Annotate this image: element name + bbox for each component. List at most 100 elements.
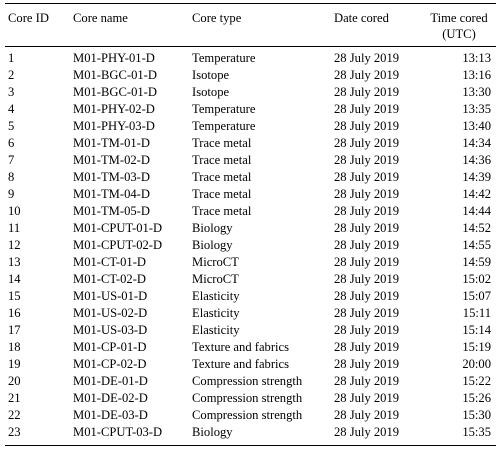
cell-core-name: M01-TM-01-D: [73, 136, 150, 150]
cell-core-id: 3: [8, 85, 15, 99]
cell-core-type: Compression strength: [192, 408, 303, 422]
cell-date-cored: 28 July 2019: [334, 204, 400, 218]
core-table: Core ID Core name Core type Date cored T…: [5, 0, 496, 446]
cell-core-id: 13: [8, 255, 21, 269]
table-row: 10 M01-TM-05-D Trace metal 28 July 2019 14:4…: [5, 203, 496, 220]
cell-date-cored: 28 July 2019: [334, 85, 400, 99]
cell-time-cored: 14:52: [462, 221, 491, 235]
cell-time-cored: 15:30: [462, 408, 491, 422]
table-row: 21 M01-DE-02-D Compression strength 28 July…: [5, 390, 496, 407]
cell-core-type: Texture and fabrics: [192, 357, 290, 371]
header-time-cored-line2: (UTC): [442, 27, 476, 41]
cell-time-cored: 14:39: [462, 170, 491, 184]
cell-core-id: 5: [8, 119, 15, 133]
cell-time-cored: 15:07: [462, 289, 491, 303]
cell-core-name: M01-DE-01-D: [73, 374, 148, 388]
cell-core-name: M01-PHY-01-D: [73, 51, 155, 65]
table-row: 15 M01-US-01-D Elasticity 28 July 2019 15:07: [5, 288, 496, 305]
cell-core-type: Texture and fabrics: [192, 340, 290, 354]
cell-time-cored: 15:19: [462, 340, 491, 354]
cell-core-name: M01-CT-01-D: [73, 255, 146, 269]
cell-date-cored: 28 July 2019: [334, 221, 400, 235]
cell-core-id: 1: [8, 51, 15, 65]
cell-date-cored: 28 July 2019: [334, 408, 400, 422]
cell-date-cored: 28 July 2019: [334, 102, 400, 116]
cell-time-cored: 13:16: [462, 68, 491, 82]
cell-core-type: Biology: [192, 238, 233, 252]
header-time-cored-line1: Time cored: [430, 11, 488, 25]
cell-time-cored: 13:30: [462, 85, 491, 99]
table-row: 23 M01-CPUT-03-D Biology 28 July 2019 15:35: [5, 424, 496, 441]
table-row: 17 M01-US-03-D Elasticity 28 July 2019 15:14: [5, 322, 496, 339]
cell-core-type: Temperature: [192, 51, 256, 65]
table-top-rule: [5, 3, 496, 4]
cell-core-type: Trace metal: [192, 170, 252, 184]
cell-time-cored: 14:59: [462, 255, 491, 269]
table-header-rule: [5, 46, 496, 47]
cell-core-name: M01-US-01-D: [73, 289, 148, 303]
cell-date-cored: 28 July 2019: [334, 374, 400, 388]
cell-date-cored: 28 July 2019: [334, 153, 400, 167]
cell-date-cored: 28 July 2019: [334, 357, 400, 371]
cell-core-type: Isotope: [192, 68, 230, 82]
cell-core-type: Trace metal: [192, 204, 252, 218]
cell-time-cored: 15:35: [462, 425, 491, 439]
table-row: 6 M01-TM-01-D Trace metal 28 July 2019 14:34: [5, 135, 496, 152]
table-row: 22 M01-DE-03-D Compression strength 28 July…: [5, 407, 496, 424]
table-row: 2 M01-BGC-01-D Isotope 28 July 2019 13:16: [5, 67, 496, 84]
cell-date-cored: 28 July 2019: [334, 340, 400, 354]
cell-core-type: Trace metal: [192, 187, 252, 201]
cell-core-id: 14: [8, 272, 21, 286]
cell-core-type: Biology: [192, 425, 233, 439]
cell-core-type: Trace metal: [192, 136, 252, 150]
cell-core-id: 7: [8, 153, 15, 167]
cell-date-cored: 28 July 2019: [334, 238, 400, 252]
cell-core-id: 16: [8, 306, 21, 320]
cell-date-cored: 28 July 2019: [334, 187, 400, 201]
table-row: 8 M01-TM-03-D Trace metal 28 July 2019 14:39: [5, 169, 496, 186]
table-row: 5 M01-PHY-03-D Temperature 28 July 2019 13:4…: [5, 118, 496, 135]
cell-date-cored: 28 July 2019: [334, 255, 400, 269]
cell-time-cored: 15:22: [462, 374, 491, 388]
cell-time-cored: 15:02: [462, 272, 491, 286]
cell-core-name: M01-DE-02-D: [73, 391, 148, 405]
cell-core-type: Compression strength: [192, 391, 303, 405]
cell-core-name: M01-BGC-01-D: [73, 68, 157, 82]
cell-date-cored: 28 July 2019: [334, 119, 400, 133]
cell-core-id: 11: [8, 221, 21, 235]
cell-core-name: M01-US-03-D: [73, 323, 148, 337]
table-row: 4 M01-PHY-02-D Temperature 28 July 2019 13:3…: [5, 101, 496, 118]
cell-time-cored: 14:55: [462, 238, 491, 252]
cell-core-type: Trace metal: [192, 153, 252, 167]
cell-core-name: M01-CP-01-D: [73, 340, 147, 354]
cell-core-id: 18: [8, 340, 21, 354]
cell-core-name: M01-BGC-01-D: [73, 85, 157, 99]
table-row: 16 M01-US-02-D Elasticity 28 July 2019 15:11: [5, 305, 496, 322]
cell-core-name: M01-TM-05-D: [73, 204, 150, 218]
cell-time-cored: 13:13: [462, 51, 491, 65]
cell-date-cored: 28 July 2019: [334, 51, 400, 65]
cell-core-name: M01-US-02-D: [73, 306, 148, 320]
cell-time-cored: 14:44: [462, 204, 491, 218]
cell-core-type: Elasticity: [192, 289, 240, 303]
cell-date-cored: 28 July 2019: [334, 170, 400, 184]
table-row: 12 M01-CPUT-02-D Biology 28 July 2019 14:55: [5, 237, 496, 254]
cell-core-id: 23: [8, 425, 21, 439]
header-date-cored: Date cored: [334, 11, 389, 25]
cell-date-cored: 28 July 2019: [334, 136, 400, 150]
cell-time-cored: 13:35: [462, 102, 491, 116]
table-row: 11 M01-CPUT-01-D Biology 28 July 2019 14:52: [5, 220, 496, 237]
cell-core-type: Elasticity: [192, 323, 240, 337]
table-row: 1 M01-PHY-01-D Temperature 28 July 2019 13:1…: [5, 50, 496, 67]
cell-core-name: M01-TM-02-D: [73, 153, 150, 167]
table-row: 9 M01-TM-04-D Trace metal 28 July 2019 14:42: [5, 186, 496, 203]
cell-time-cored: 14:36: [462, 153, 491, 167]
cell-core-name: M01-TM-04-D: [73, 187, 150, 201]
cell-time-cored: 15:14: [462, 323, 491, 337]
cell-core-id: 22: [8, 408, 21, 422]
cell-core-type: Elasticity: [192, 306, 240, 320]
table-body: 1 M01-PHY-01-D Temperature 28 July 2019 13:1…: [5, 47, 496, 445]
table-row: 14 M01-CT-02-D MicroCT 28 July 2019 15:02: [5, 271, 496, 288]
cell-core-id: 6: [8, 136, 15, 150]
header-core-id: Core ID: [8, 11, 49, 25]
